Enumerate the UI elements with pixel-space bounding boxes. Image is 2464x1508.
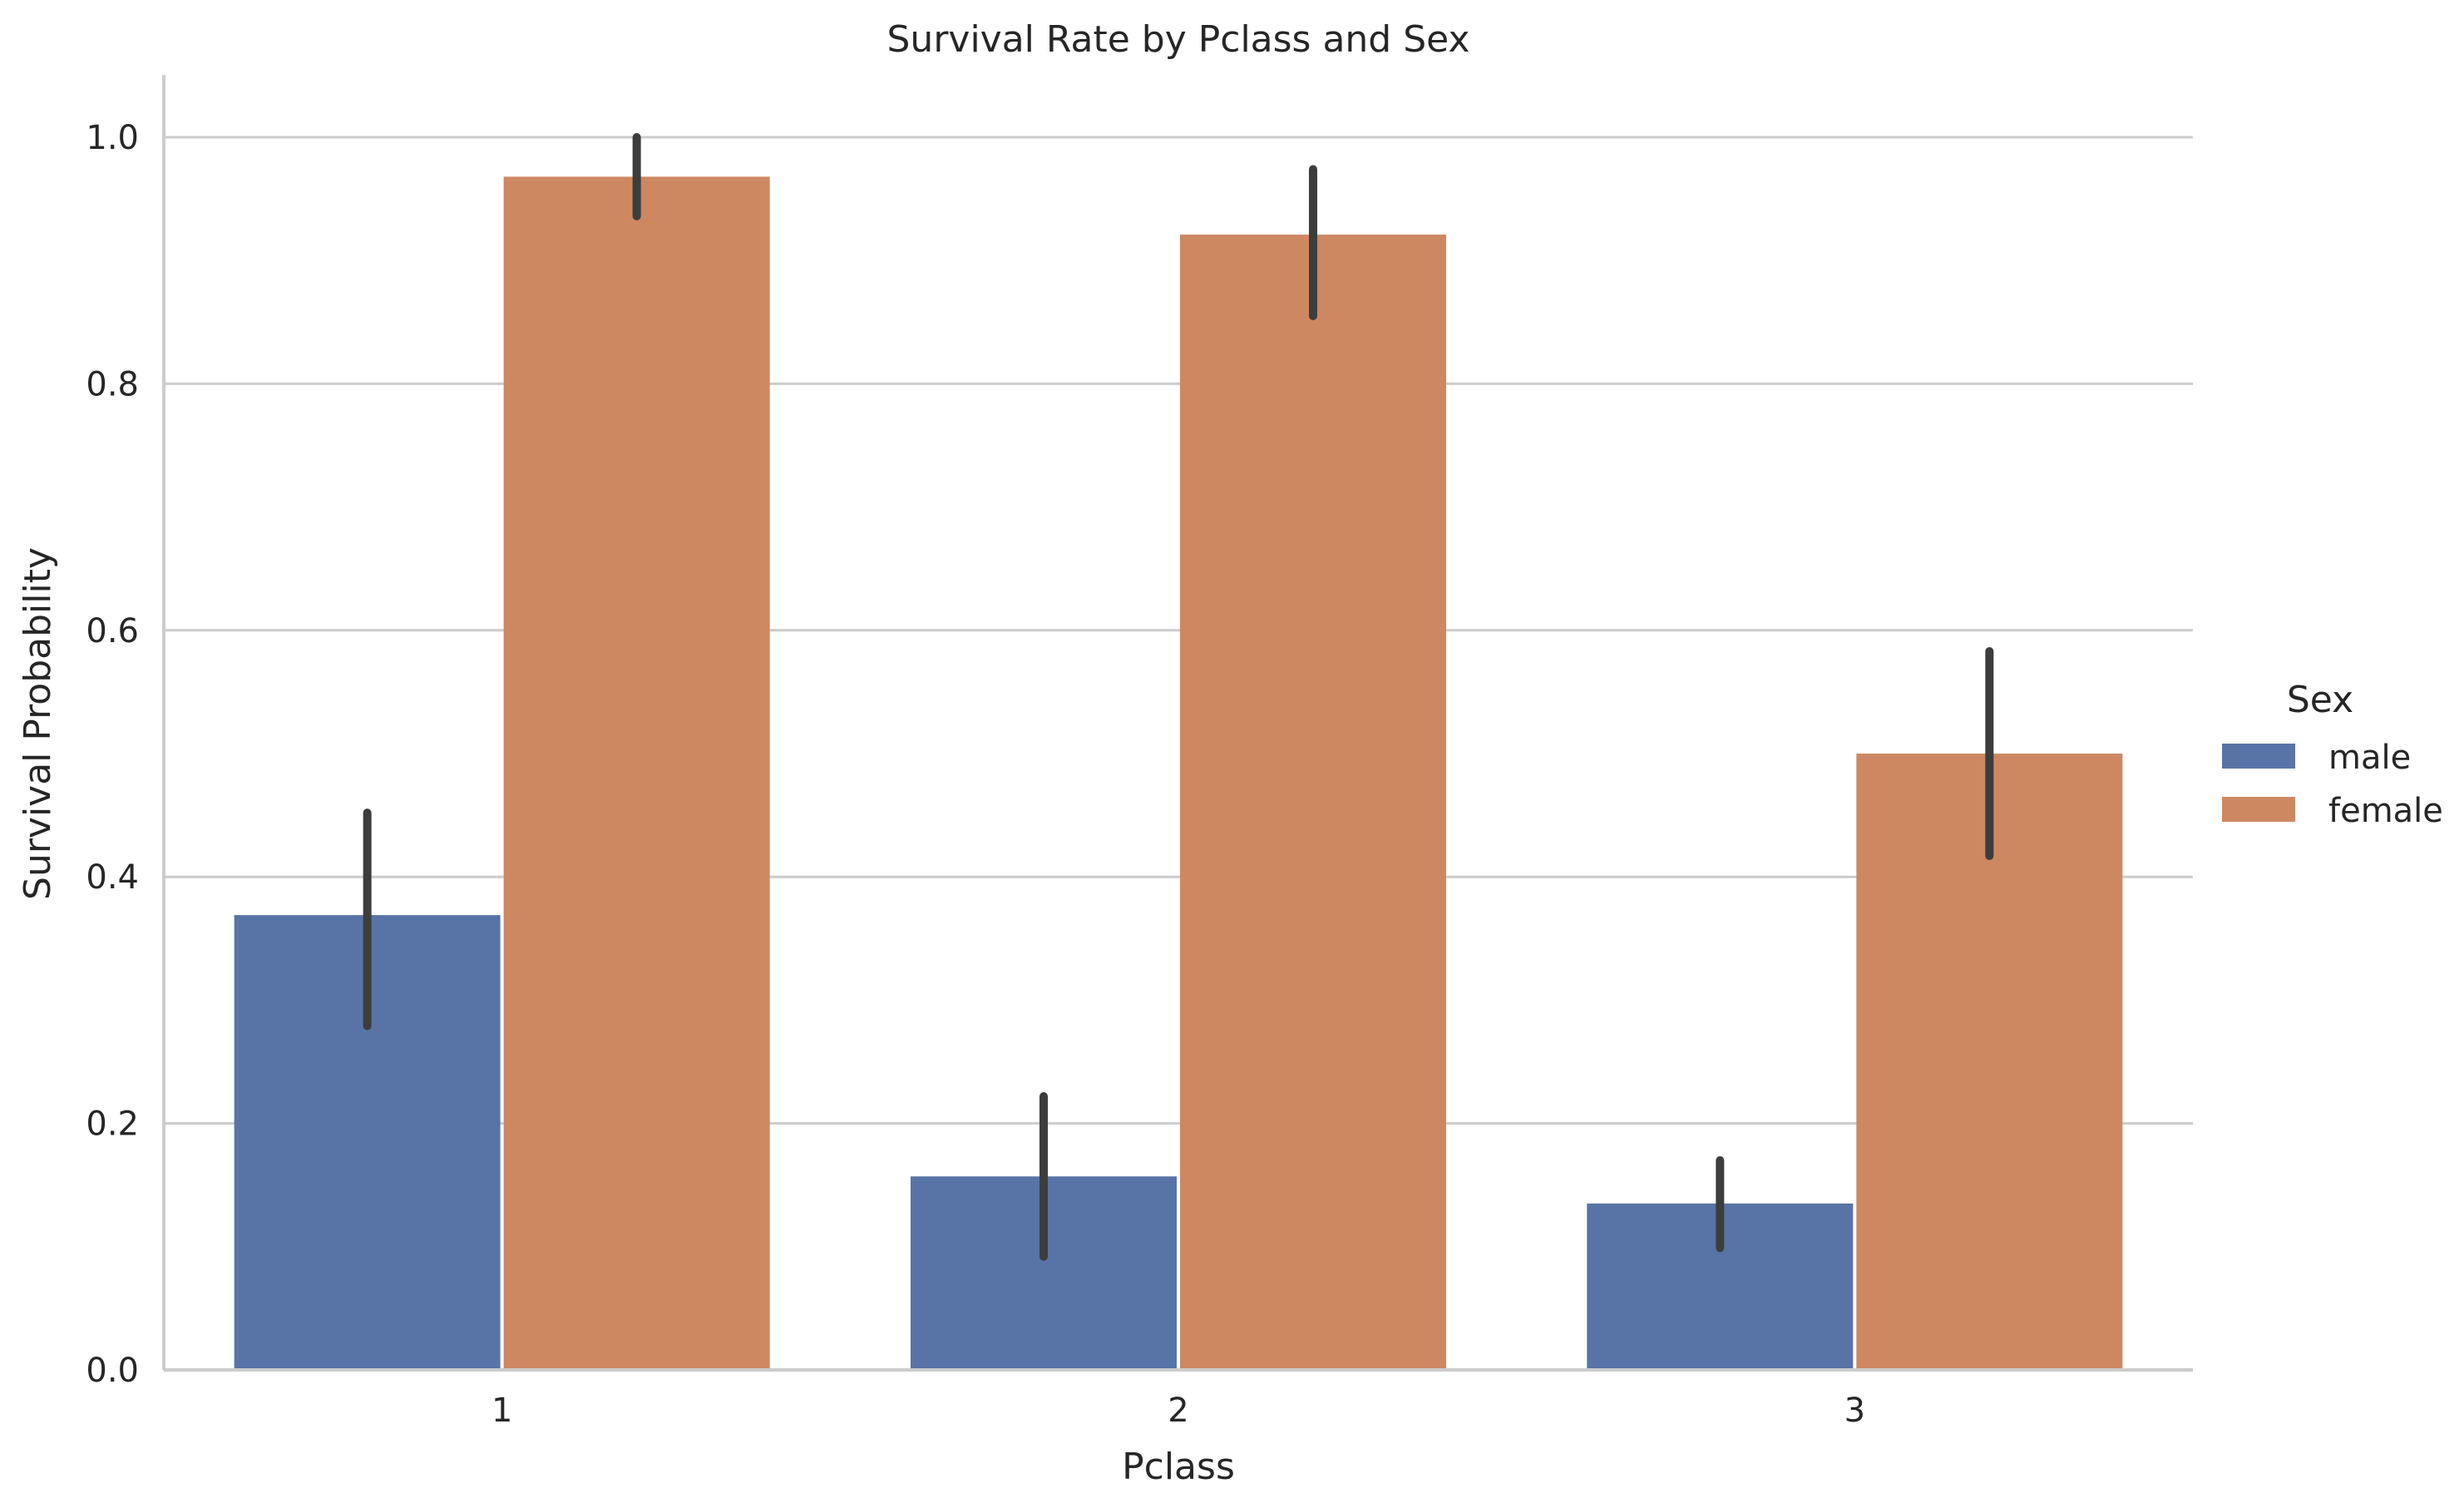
legend-title: Sex: [2287, 679, 2353, 721]
legend-label-male: male: [2328, 739, 2411, 777]
chart-title: Survival Rate by Pclass and Sex: [887, 18, 1470, 61]
legend: Sex male female: [2222, 679, 2443, 830]
y-tick-label: 0.0: [86, 1352, 139, 1390]
legend-swatch-male: [2222, 744, 2295, 769]
legend-swatch-female: [2222, 797, 2295, 822]
bar-female-2: [1180, 235, 1446, 1370]
error-bars: [363, 133, 1994, 1261]
x-tick-label: 2: [1168, 1392, 1188, 1430]
y-tick-label: 0.8: [86, 365, 139, 403]
y-axis-label: Survival Probability: [17, 547, 59, 900]
x-tick-labels: 1 2 3: [491, 1392, 1865, 1430]
y-tick-label: 0.4: [86, 858, 139, 897]
axes: [162, 75, 2193, 1372]
x-tick-label: 1: [491, 1392, 512, 1430]
x-tick-label: 3: [1844, 1392, 1865, 1430]
y-tick-label: 0.6: [86, 612, 139, 650]
y-tick-label: 0.2: [86, 1105, 139, 1144]
x-axis-label: Pclass: [1122, 1446, 1235, 1488]
grid-lines: [164, 136, 2193, 1125]
y-tick-labels: 0.0 0.2 0.4 0.6 0.8 1.0: [86, 119, 139, 1390]
y-tick-label: 1.0: [86, 119, 139, 157]
legend-label-female: female: [2328, 792, 2443, 830]
bars: [234, 176, 2123, 1371]
bar-female-1: [503, 176, 770, 1371]
